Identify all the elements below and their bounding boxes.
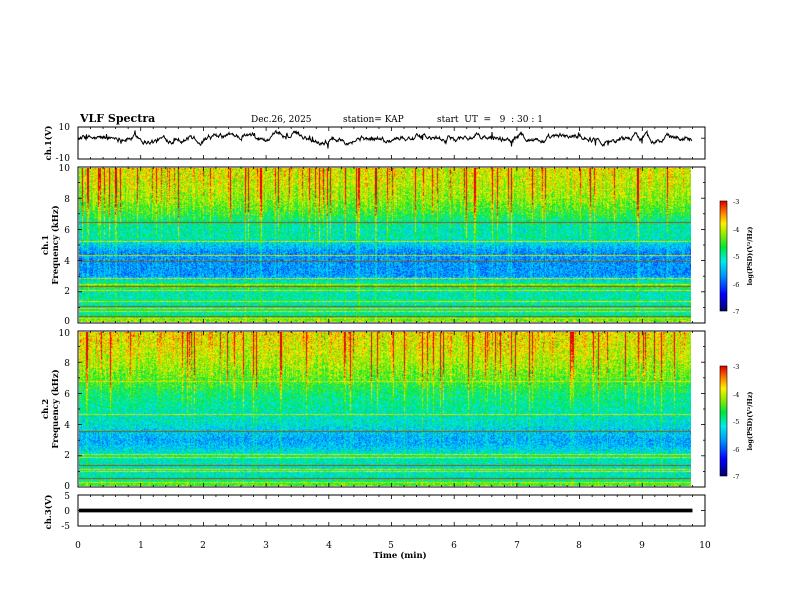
ch2-cb-tick-m5: -5 (733, 418, 739, 426)
time-tick-10: 10 (699, 541, 711, 551)
time-axis-label: Time (min) (373, 550, 426, 561)
ch1-cb-tick-m3: -3 (733, 198, 739, 206)
ch2-colorbar-frame (719, 365, 728, 477)
ch1-cb-tick-m5: -5 (733, 253, 739, 261)
ch1-colorbar (720, 201, 727, 311)
ch3-ylabel: ch.3(V) (43, 495, 54, 530)
time-tick-7: 7 (514, 541, 520, 551)
ch2-spectrogram-heatmap (79, 332, 691, 486)
ch1-waveform-line (78, 129, 693, 149)
ch2-colorbar (720, 366, 727, 476)
ch3-ytick-top: 5 (64, 492, 70, 502)
ch1-spec-channel-label: ch.1 (41, 235, 51, 255)
ch1-spec-ytick-8: 8 (64, 195, 70, 205)
ch3-waveform-panel: ch.3(V) 5 0 -5 (43, 492, 706, 532)
time-tick-6: 6 (451, 541, 457, 551)
ch1-colorbar-ticks: -3 -4 -5 -6 -7 (733, 198, 739, 316)
time-tick-8: 8 (576, 541, 582, 551)
ch2-colorbar-ticks: -3 -4 -5 -6 -7 (733, 363, 739, 481)
ch2-spec-ytick-6: 6 (64, 390, 70, 400)
ch2-spec-channel-label: ch.2 (41, 399, 51, 419)
ch2-spec-ylabel: Frequency (kHz) (50, 369, 61, 448)
ch1-spec-ylabel: Frequency (kHz) (50, 205, 61, 284)
ch2-spec-ytick-4: 4 (64, 421, 70, 431)
time-tick-3: 3 (263, 541, 269, 551)
ch1-spec-ytick-10: 10 (59, 164, 71, 174)
start-time-label: start UT = 9 : 30 : 1 (437, 115, 543, 125)
ch1-ytick-bottom: -10 (56, 154, 71, 164)
figure-title: VLF Spectra (79, 112, 155, 125)
ch1-spec-ytick-4: 4 (64, 257, 70, 267)
time-tick-4: 4 (326, 541, 332, 551)
figure-header: VLF Spectra Dec.26, 2025 station= KAP st… (79, 112, 543, 125)
ch2-spec-frame (77, 330, 706, 488)
ch1-spec-frame (77, 166, 706, 324)
ch2-cb-tick-m3: -3 (733, 363, 739, 371)
ch1-spec-ytick-2: 2 (64, 287, 70, 297)
ch1-cb-tick-m7: -7 (733, 308, 739, 316)
ch2-spec-ytick-10: 10 (59, 329, 71, 339)
ch1-spectrogram-heatmap (79, 168, 691, 322)
ch2-cb-tick-m7: -7 (733, 473, 739, 481)
ch1-spec-ytick-6: 6 (64, 226, 70, 236)
ch1-spec-ytick-labels: 0 2 4 6 8 10 (59, 164, 71, 327)
station-label: station= KAP (343, 115, 404, 125)
ch2-spec-ytick-8: 8 (64, 359, 70, 369)
ch1-ylabel: ch.1(V) (43, 126, 54, 161)
ch2-spec-ytick-0: 0 (64, 482, 70, 492)
time-tick-2: 2 (200, 541, 206, 551)
ch2-spectrogram-panel: ch.2 Frequency (kHz) 0 2 4 6 8 10 -3 -4 … (41, 329, 754, 492)
ch3-ytick-mid: 0 (64, 507, 70, 517)
ch1-colorbar-label: log(PSD)(V²/Hz) (746, 227, 754, 286)
ch1-cb-tick-m4: -4 (733, 226, 739, 234)
time-tick-1: 1 (138, 541, 144, 551)
ch2-colorbar-label: log(PSD)(V²/Hz) (746, 392, 754, 451)
ch3-frame (77, 494, 706, 527)
ch1-spec-ytick-0: 0 (64, 317, 70, 327)
date-label: Dec.26, 2025 (251, 115, 312, 125)
ch2-spec-ytick-labels: 0 2 4 6 8 10 (59, 329, 71, 492)
ch2-spec-ytick-2: 2 (64, 451, 70, 461)
time-tick-0: 0 (75, 541, 81, 551)
ch2-cb-tick-m4: -4 (733, 391, 739, 399)
ch1-spectrogram-panel: ch.1 Frequency (kHz) 0 2 4 6 8 10 -3 -4 … (41, 164, 754, 327)
ch1-cb-tick-m6: -6 (733, 281, 739, 289)
ch3-ytick-bottom: -5 (61, 522, 70, 532)
ch1-ytick-top: 10 (59, 123, 71, 133)
ch2-cb-tick-m6: -6 (733, 446, 739, 454)
ch1-frame (77, 126, 706, 160)
time-tick-9: 9 (639, 541, 645, 551)
ch3-waveform-band (79, 508, 693, 513)
time-axis: 0 1 2 3 4 5 6 7 8 9 10 Time (min) (75, 541, 711, 561)
time-tick-labels: 0 1 2 3 4 5 6 7 8 9 10 (75, 541, 711, 551)
time-tick-5: 5 (388, 541, 394, 551)
ch1-waveform-panel: ch.1(V) 10 -10 (43, 123, 706, 164)
ch1-colorbar-frame (719, 200, 728, 312)
